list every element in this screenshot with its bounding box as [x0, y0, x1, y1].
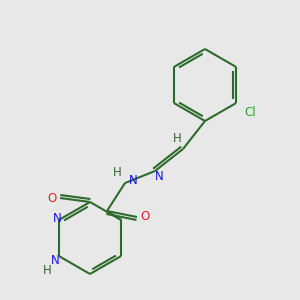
Text: H: H — [112, 167, 122, 179]
Text: O: O — [140, 211, 150, 224]
Text: Cl: Cl — [244, 106, 256, 119]
Text: N: N — [129, 175, 137, 188]
Text: N: N — [52, 212, 61, 224]
Text: N: N — [154, 169, 164, 182]
Text: H: H — [172, 133, 182, 146]
Text: H: H — [42, 263, 51, 277]
Text: N: N — [50, 254, 59, 266]
Text: O: O — [47, 191, 57, 205]
